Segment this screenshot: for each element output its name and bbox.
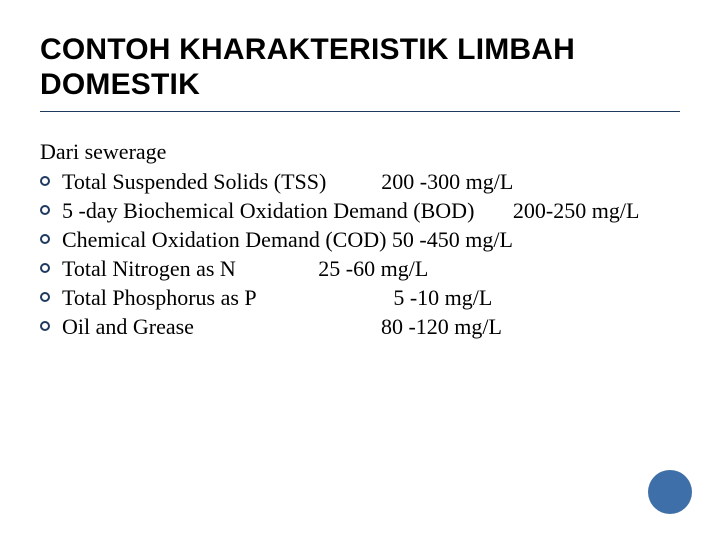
list-item: Total Suspended Solids (TSS) 200 -300 mg… [40,167,680,196]
bullet-icon [40,292,50,302]
bullet-icon [40,263,50,273]
bullet-icon [40,321,50,331]
list-item: Total Nitrogen as N 25 -60 mg/L [40,254,680,283]
bullet-list: Total Suspended Solids (TSS) 200 -300 mg… [40,167,680,341]
bullet-text: Chemical Oxidation Demand (COD) 50 -450 … [62,225,680,254]
bullet-text: Oil and Grease 80 -120 mg/L [62,312,680,341]
bullet-text: Total Phosphorus as P 5 -10 mg/L [62,283,680,312]
list-item: Chemical Oxidation Demand (COD) 50 -450 … [40,225,680,254]
bullet-text: Total Suspended Solids (TSS) 200 -300 mg… [62,167,680,196]
list-item: 5 -day Biochemical Oxidation Demand (BOD… [40,196,680,225]
slide: CONTOH KHARAKTERISTIK LIMBAH DOMESTIK Da… [0,0,720,540]
accent-circle-icon [648,470,692,514]
bullet-text: 5 -day Biochemical Oxidation Demand (BOD… [62,196,680,225]
bullet-icon [40,234,50,244]
bullet-text: Total Nitrogen as N 25 -60 mg/L [62,254,680,283]
bullet-icon [40,176,50,186]
list-item: Oil and Grease 80 -120 mg/L [40,312,680,341]
bullet-icon [40,205,50,215]
slide-title: CONTOH KHARAKTERISTIK LIMBAH DOMESTIK [40,32,680,112]
list-item: Total Phosphorus as P 5 -10 mg/L [40,283,680,312]
intro-text: Dari sewerage [40,138,680,166]
